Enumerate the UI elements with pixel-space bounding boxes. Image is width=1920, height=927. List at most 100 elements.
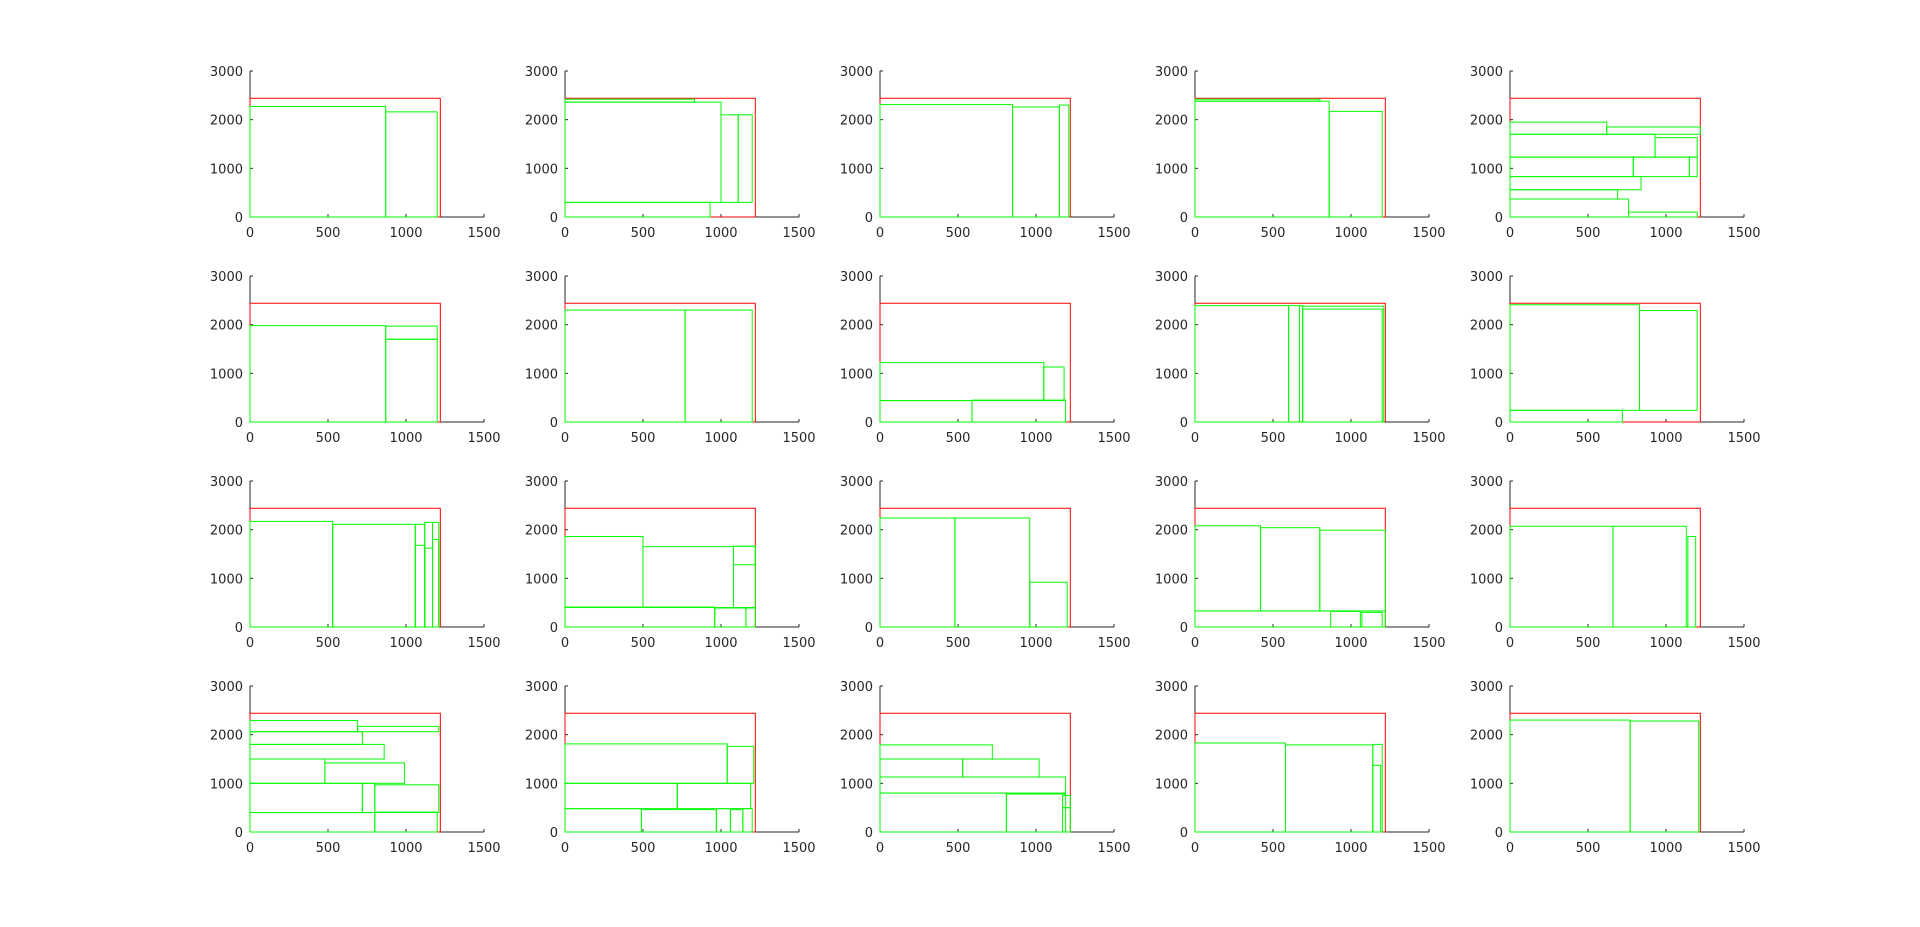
y-tick-label: 0 bbox=[235, 621, 243, 636]
subplot-5: 0 500 1000 1500 0 1000 2000 3000 bbox=[1470, 65, 1761, 241]
x-tick-label: 500 bbox=[946, 226, 971, 241]
y-tick-label: 3000 bbox=[210, 270, 243, 285]
subplot-3: 0 500 1000 1500 0 1000 2000 3000 bbox=[840, 65, 1131, 241]
y-tick-label: 3000 bbox=[1155, 270, 1188, 285]
x-tick-label: 0 bbox=[876, 226, 884, 241]
piece-rect bbox=[564, 201, 711, 218]
y-tick-label: 0 bbox=[1180, 826, 1188, 841]
y-tick-label: 1000 bbox=[1470, 367, 1503, 382]
y-tick-label: 3000 bbox=[525, 65, 558, 80]
x-tick-label: 1500 bbox=[1727, 226, 1760, 241]
x-tick-label: 1000 bbox=[704, 841, 737, 856]
y-tick-label: 1000 bbox=[1470, 572, 1503, 587]
x-tick-label: 1500 bbox=[782, 431, 815, 446]
x-tick-label: 0 bbox=[876, 431, 884, 446]
y-tick-label: 2000 bbox=[525, 319, 558, 334]
y-tick-label: 3000 bbox=[840, 475, 873, 490]
x-tick-label: 0 bbox=[561, 841, 569, 856]
y-tick-label: 1000 bbox=[210, 367, 243, 382]
y-tick-label: 2000 bbox=[1470, 729, 1503, 744]
y-tick-label: 1000 bbox=[525, 162, 558, 177]
y-tick-label: 3000 bbox=[840, 270, 873, 285]
x-tick-label: 1000 bbox=[1334, 226, 1367, 241]
x-tick-label: 1500 bbox=[1097, 431, 1130, 446]
piece-rect bbox=[745, 607, 756, 628]
y-tick-label: 0 bbox=[550, 826, 558, 841]
x-tick-label: 1000 bbox=[389, 226, 422, 241]
x-tick-label: 1500 bbox=[782, 841, 815, 856]
piece-rect bbox=[1330, 610, 1361, 628]
y-tick-label: 2000 bbox=[840, 524, 873, 539]
y-tick-label: 2000 bbox=[210, 524, 243, 539]
y-tick-label: 1000 bbox=[1155, 777, 1188, 792]
x-tick-label: 500 bbox=[1576, 431, 1601, 446]
piece-rect bbox=[1687, 535, 1697, 628]
y-tick-label: 2000 bbox=[1470, 524, 1503, 539]
piece-rect bbox=[1058, 104, 1070, 218]
x-tick-label: 0 bbox=[246, 636, 254, 651]
x-tick-label: 500 bbox=[946, 431, 971, 446]
y-tick-label: 0 bbox=[550, 621, 558, 636]
x-tick-label: 0 bbox=[561, 636, 569, 651]
y-tick-label: 2000 bbox=[840, 319, 873, 334]
x-tick-label: 1500 bbox=[1412, 226, 1445, 241]
x-tick-label: 1000 bbox=[704, 226, 737, 241]
piece-rect bbox=[385, 325, 438, 340]
x-tick-label: 500 bbox=[1576, 636, 1601, 651]
x-tick-label: 1500 bbox=[782, 226, 815, 241]
y-tick-label: 3000 bbox=[1470, 270, 1503, 285]
y-tick-label: 2000 bbox=[1155, 524, 1188, 539]
y-tick-label: 3000 bbox=[525, 475, 558, 490]
subplot-8: 0 500 1000 1500 0 1000 2000 3000 bbox=[840, 270, 1131, 446]
subplot-20: 0 500 1000 1500 0 1000 2000 3000 bbox=[1470, 680, 1761, 856]
x-tick-label: 500 bbox=[631, 841, 656, 856]
x-tick-label: 1500 bbox=[782, 636, 815, 651]
piece-rect bbox=[684, 309, 753, 423]
y-tick-label: 0 bbox=[235, 416, 243, 431]
piece-rect bbox=[1509, 409, 1623, 423]
x-tick-label: 500 bbox=[631, 636, 656, 651]
y-tick-label: 0 bbox=[865, 416, 873, 431]
x-tick-label: 0 bbox=[1191, 636, 1199, 651]
piece-rect bbox=[1302, 308, 1383, 423]
y-tick-label: 3000 bbox=[210, 680, 243, 695]
y-tick-label: 0 bbox=[1180, 621, 1188, 636]
y-tick-label: 2000 bbox=[210, 114, 243, 129]
y-tick-label: 0 bbox=[235, 211, 243, 226]
y-tick-label: 0 bbox=[1180, 211, 1188, 226]
y-tick-label: 2000 bbox=[210, 319, 243, 334]
x-tick-label: 500 bbox=[631, 226, 656, 241]
subplot-16: 0 500 1000 1500 0 1000 2000 3000 bbox=[210, 680, 501, 856]
y-tick-label: 2000 bbox=[525, 524, 558, 539]
x-tick-label: 1500 bbox=[467, 636, 500, 651]
x-tick-label: 1500 bbox=[1412, 841, 1445, 856]
x-tick-label: 0 bbox=[1506, 841, 1514, 856]
piece-rect bbox=[1005, 793, 1067, 833]
x-tick-label: 0 bbox=[876, 841, 884, 856]
y-tick-label: 3000 bbox=[1155, 680, 1188, 695]
x-tick-label: 1000 bbox=[1334, 841, 1367, 856]
y-tick-label: 2000 bbox=[1470, 114, 1503, 129]
y-tick-label: 3000 bbox=[840, 680, 873, 695]
subplot-7: 0 500 1000 1500 0 1000 2000 3000 bbox=[525, 270, 816, 446]
y-tick-label: 0 bbox=[865, 211, 873, 226]
y-tick-label: 0 bbox=[1495, 416, 1503, 431]
y-tick-label: 0 bbox=[550, 416, 558, 431]
piece-rect bbox=[1612, 525, 1687, 628]
y-tick-label: 2000 bbox=[210, 729, 243, 744]
y-tick-label: 2000 bbox=[1155, 729, 1188, 744]
y-tick-label: 1000 bbox=[1155, 367, 1188, 382]
piece-rect bbox=[971, 399, 1067, 423]
x-tick-label: 500 bbox=[1261, 841, 1286, 856]
x-tick-label: 1000 bbox=[704, 431, 737, 446]
x-tick-label: 500 bbox=[1261, 636, 1286, 651]
x-tick-label: 0 bbox=[1191, 841, 1199, 856]
x-tick-label: 1000 bbox=[389, 841, 422, 856]
y-tick-label: 3000 bbox=[525, 270, 558, 285]
subplot-12: 0 500 1000 1500 0 1000 2000 3000 bbox=[525, 475, 816, 651]
y-tick-label: 1000 bbox=[525, 777, 558, 792]
piece-rect bbox=[374, 811, 438, 833]
y-tick-label: 1000 bbox=[840, 777, 873, 792]
subplot-9: 0 500 1000 1500 0 1000 2000 3000 bbox=[1155, 270, 1446, 446]
